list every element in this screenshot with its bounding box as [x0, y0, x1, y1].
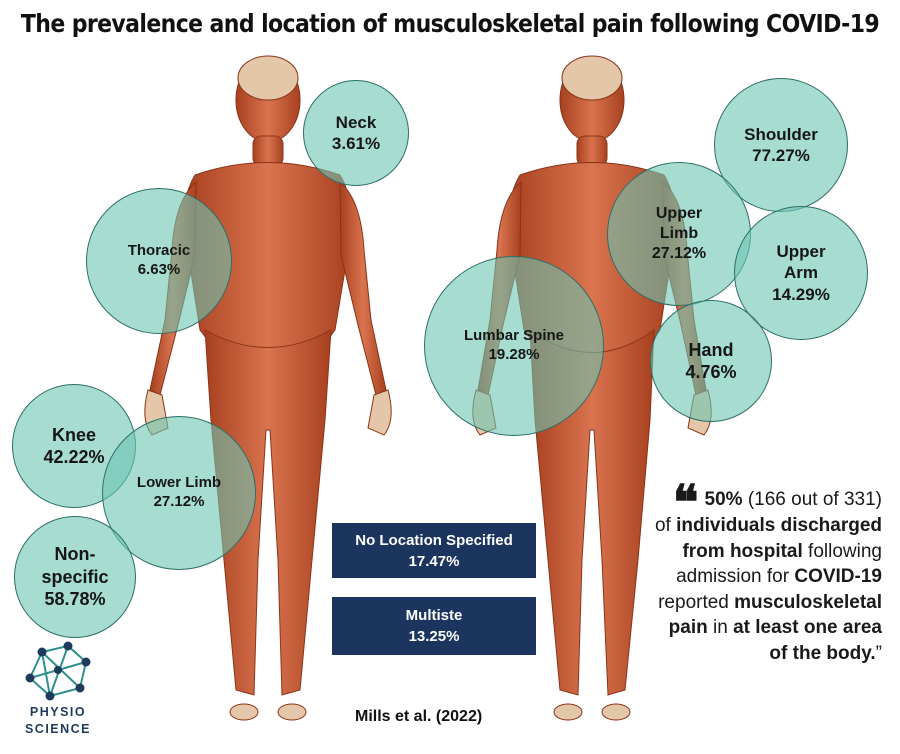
bubble-lower-limb: Lower Limb 27.12%	[102, 416, 256, 570]
bubble-hand-label: Hand	[688, 339, 734, 360]
bubble-upper-arm-label-2: Arm	[783, 263, 818, 283]
bubble-non-specific-value: 58.78%	[44, 589, 106, 610]
box-no-location-value: 17.47%	[408, 552, 460, 570]
bubble-non-specific: Non- specific 58.78%	[14, 516, 136, 638]
front-body-figure	[149, 57, 387, 696]
logo-line-1: PHYSIO	[29, 705, 87, 719]
logo-line-2: SCIENCE	[24, 722, 92, 736]
back-right-foot-icon	[601, 703, 631, 721]
bubble-thoracic-value: 6.63%	[137, 261, 181, 278]
bubble-upper-limb-label-2: Limb	[659, 225, 699, 242]
bubble-knee-label: Knee	[51, 424, 96, 445]
back-head-bone-icon	[561, 55, 623, 101]
box-multisite-label: Multiste	[405, 607, 463, 624]
quote-t1: (166 out of 331) of	[654, 489, 882, 536]
box-no-location-specified: No Location Specified 17.47%	[332, 523, 536, 578]
bubble-lumbar-spine-label: Lumbar Spine	[463, 327, 564, 345]
quote-b2: individuals discharged from hospital	[676, 515, 882, 562]
bubble-upper-limb-value: 27.12%	[651, 245, 707, 262]
page-title: The prevalence and location of musculosk…	[20, 10, 880, 39]
bubble-upper-arm: Upper Arm 14.29%	[734, 206, 868, 340]
box-multisite: Multiste 13.25%	[332, 597, 536, 655]
bubble-upper-arm-value: 14.29%	[772, 284, 830, 304]
bubble-non-specific-label-2: specific	[41, 566, 109, 587]
quote-b4: musculoskeletal pain	[668, 591, 882, 639]
citation: Mills et al. (2022)	[355, 708, 483, 725]
box-no-location-label: No Location Specified	[355, 531, 513, 549]
quote-b3: COVID-19	[794, 566, 882, 587]
back-left-foot-icon	[553, 703, 583, 721]
front-right-foot-icon	[277, 703, 307, 721]
bubble-lower-limb-label: Lower Limb	[136, 474, 222, 492]
quote-t2: following admission for	[676, 540, 882, 588]
bubble-upper-limb: Upper Limb 27.12%	[607, 162, 751, 306]
bubble-neck: Neck 3.61%	[303, 80, 409, 186]
quote-b1: 50%	[704, 489, 743, 510]
front-head-bone-icon	[237, 55, 299, 101]
front-right-hand-icon	[367, 389, 392, 436]
logo-text: PHYSIO SCIENCE	[14, 704, 102, 738]
box-multisite-value: 13.25%	[408, 628, 460, 645]
bubble-neck-value: 3.61%	[331, 134, 381, 153]
bubble-non-specific-label-1: Non-	[54, 544, 96, 565]
quote-t4: in	[707, 617, 734, 638]
quote-text: ❝ 50% (166 out of 331) of individuals dis…	[652, 479, 882, 666]
bubble-lumbar-spine: Lumbar Spine 19.28%	[424, 256, 604, 436]
bubble-hand-value: 4.76%	[685, 362, 737, 382]
network-logo-icon	[25, 641, 91, 701]
bubble-knee-value: 42.22%	[43, 447, 105, 467]
front-left-foot-icon	[229, 703, 259, 721]
bubble-shoulder-label: Shoulder	[744, 124, 818, 144]
bubble-lumbar-spine-value: 19.28%	[488, 346, 540, 363]
bubble-neck-label: Neck	[335, 112, 377, 132]
quote-t5: ”	[875, 642, 882, 664]
quote-b5: at least one area of the body.	[733, 617, 882, 664]
bubble-thoracic: Thoracic 6.63%	[86, 188, 232, 334]
bubble-upper-arm-label-1: Upper	[776, 242, 826, 262]
bubble-thoracic-label: Thoracic	[127, 242, 191, 260]
bubble-lower-limb-value: 27.12%	[153, 493, 205, 510]
bubble-hand: Hand 4.76%	[650, 300, 772, 422]
bubble-upper-limb-label-1: Upper	[655, 205, 703, 222]
quote-t3: reported	[658, 591, 735, 613]
bubble-shoulder-value: 77.27%	[752, 146, 810, 165]
